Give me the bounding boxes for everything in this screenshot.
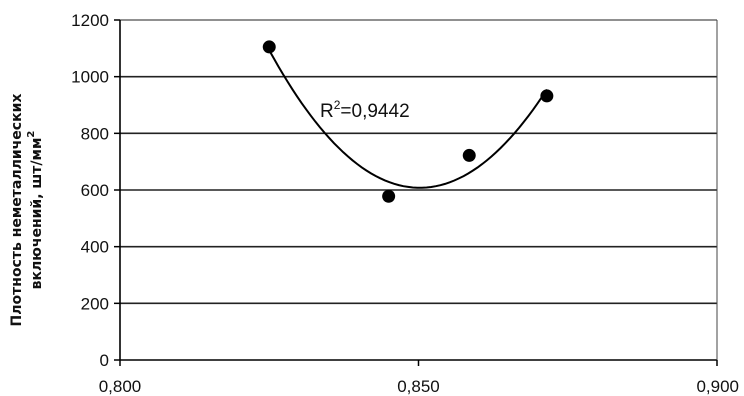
y-tick-label: 1200 — [71, 11, 109, 30]
r-squared-label: R2=0,9442 — [320, 98, 410, 122]
y-tick-label: 1000 — [71, 68, 109, 87]
trendline — [268, 49, 548, 189]
x-tick-labels: 0,800 0,850 0,900 — [99, 360, 739, 396]
y-tick-label: 200 — [81, 294, 109, 313]
y-axis-label-line1: Плотность неметаллических — [9, 94, 25, 327]
grid-lines — [114, 19, 717, 361]
data-point — [462, 148, 476, 162]
y-axis-label: Плотность неметаллических включений, шт/… — [9, 94, 45, 327]
y-tick-label: 0 — [100, 351, 109, 370]
data-point — [262, 40, 276, 54]
y-axis-label-line2: включений, шт/мм2 — [26, 131, 45, 290]
y-tick-labels: 0 200 400 600 800 1000 1200 — [71, 11, 109, 370]
y-tick-label: 600 — [81, 181, 109, 200]
y-tick-label: 400 — [81, 238, 109, 257]
data-point — [382, 189, 396, 203]
data-points — [262, 40, 554, 203]
x-tick-label: 0,900 — [696, 377, 739, 396]
data-point — [540, 89, 554, 103]
y-tick-label: 800 — [81, 124, 109, 143]
x-tick-label: 0,800 — [99, 377, 142, 396]
x-tick-label: 0,850 — [397, 377, 440, 396]
